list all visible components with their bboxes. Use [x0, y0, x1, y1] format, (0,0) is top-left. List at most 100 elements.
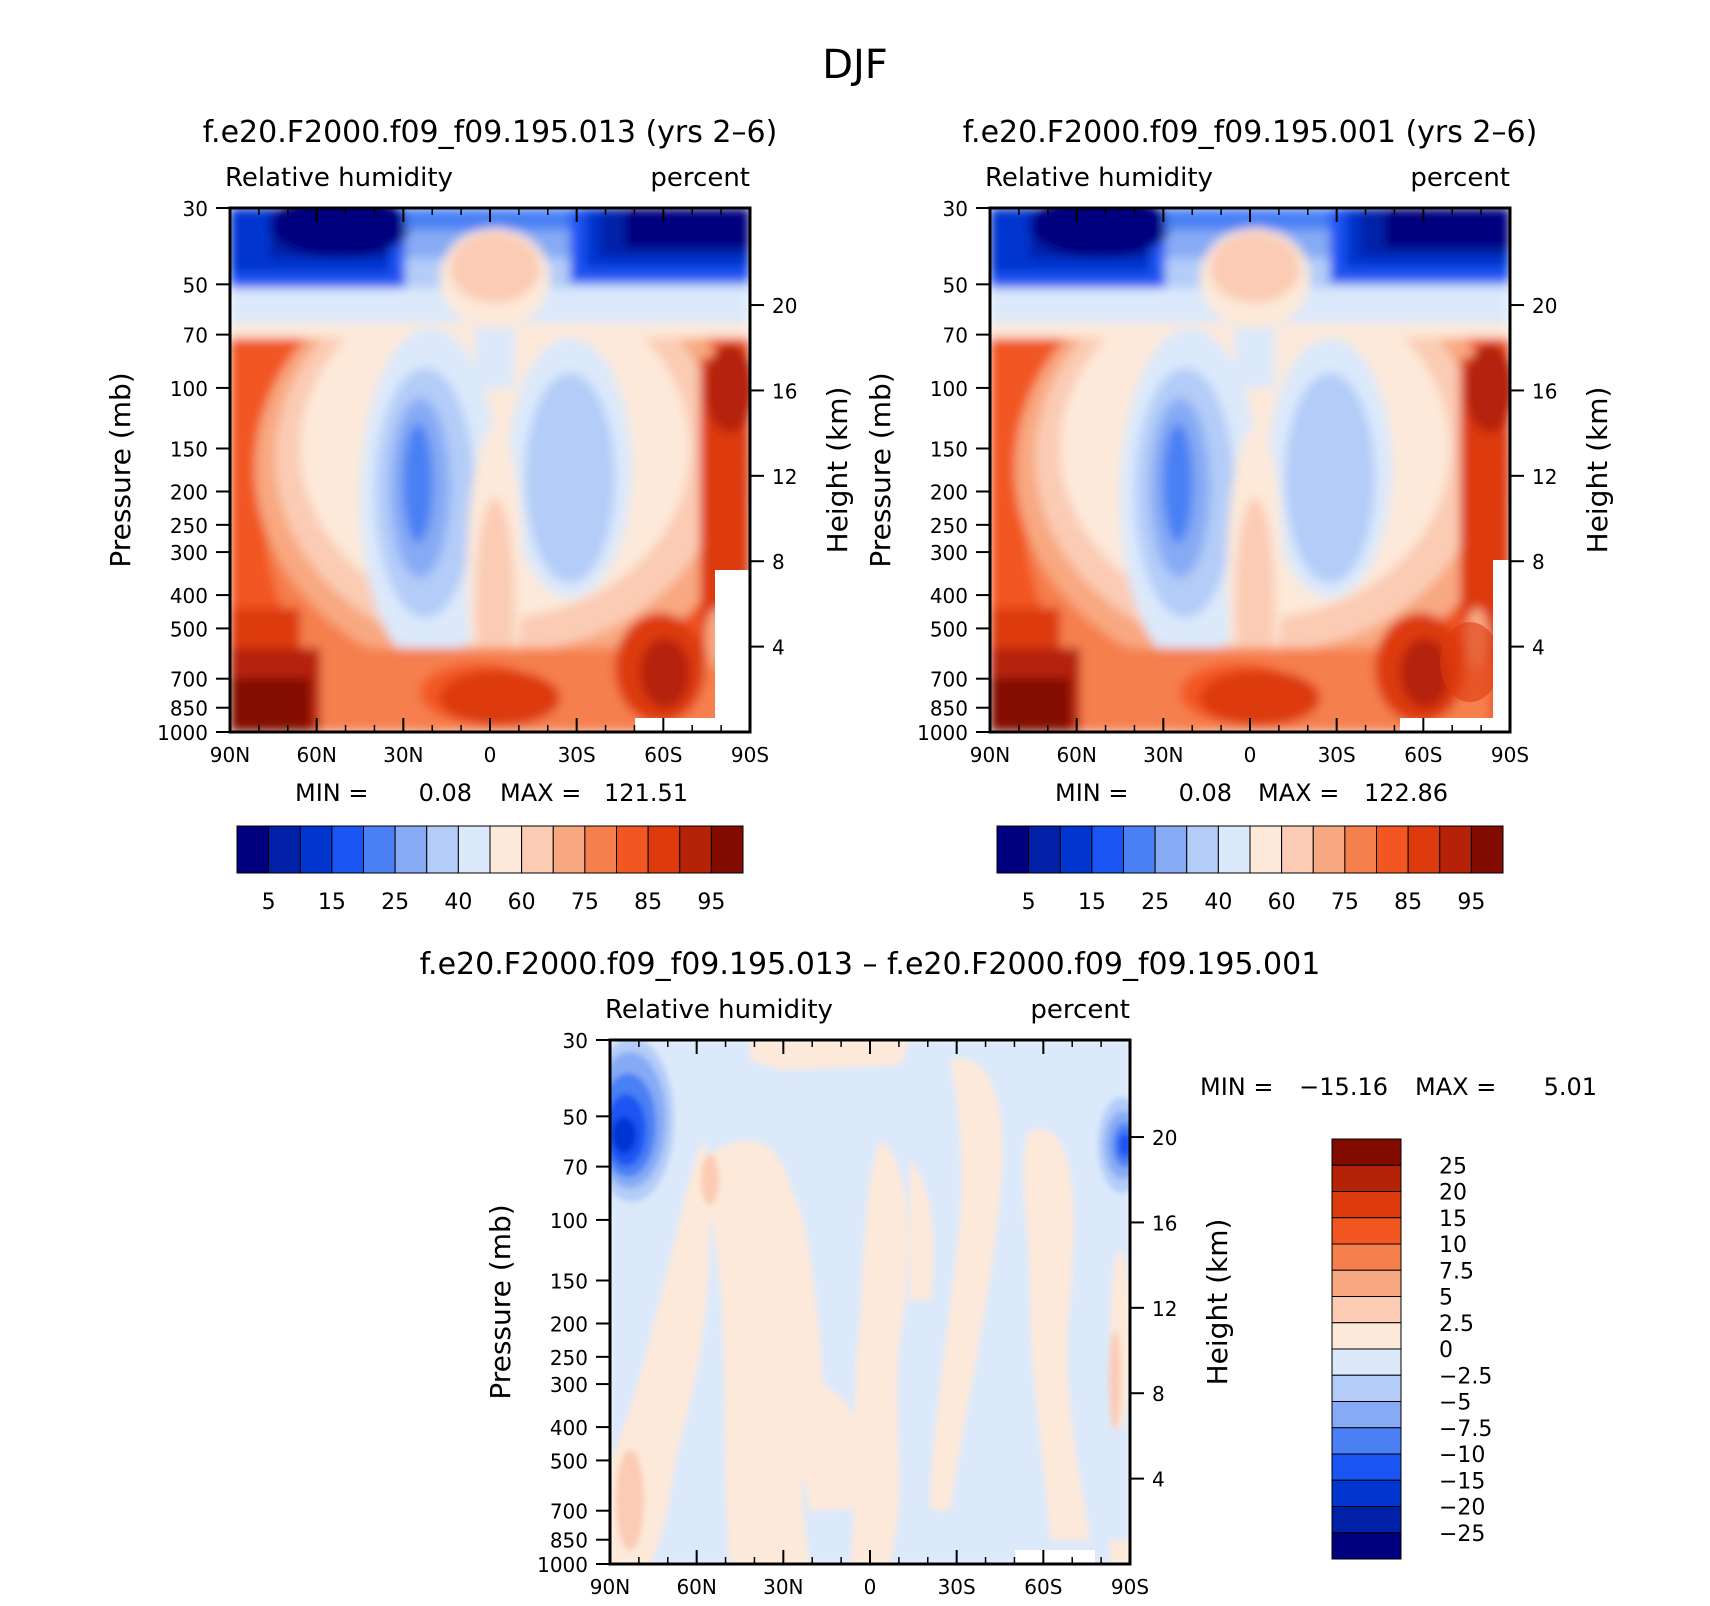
height-tick-label: 4	[772, 636, 785, 660]
pressure-tick-label: 700	[930, 668, 968, 692]
lat-tick-label: 30N	[763, 1575, 803, 1599]
max-label: MAX =	[1415, 1073, 1496, 1101]
panel-title: f.e20.F2000.f09_f09.195.013 (yrs 2–6)	[203, 115, 778, 150]
panel-model-013: f.e20.F2000.f09_f09.195.013 (yrs 2–6) Re…	[104, 115, 854, 915]
pressure-tick-label: 100	[550, 1209, 588, 1233]
pressure-tick-label: 200	[550, 1312, 588, 1336]
colorbar-label: 60	[508, 890, 536, 915]
colorbar-label: 25	[1439, 1154, 1467, 1179]
colorbar-swatch	[1331, 1296, 1402, 1324]
colorbar-swatch	[1331, 1427, 1402, 1455]
colorbar-swatch	[331, 825, 364, 874]
pressure-tick-label: 200	[170, 480, 208, 504]
min-label: MIN =	[1055, 779, 1128, 807]
missing-data-region	[1400, 718, 1510, 732]
pressure-tick-label: 300	[170, 541, 208, 565]
height-tick-label: 16	[1532, 379, 1557, 403]
colorbar-label: 85	[1394, 890, 1422, 915]
lat-tick-label: 30N	[1143, 743, 1183, 767]
pressure-tick-label: 500	[550, 1449, 588, 1473]
colorbar-label: 7.5	[1439, 1259, 1474, 1284]
pressure-tick-label: 700	[170, 668, 208, 692]
pressure-tick-label: 400	[550, 1416, 588, 1440]
missing-data-region	[635, 718, 715, 732]
max-value: 5.01	[1544, 1073, 1597, 1101]
min-label: MIN =	[1200, 1073, 1273, 1101]
colorbar-label: −20	[1439, 1496, 1485, 1521]
colorbar-swatch	[1331, 1453, 1402, 1481]
colorbar-swatch	[1331, 1269, 1402, 1297]
colorbar-swatch	[996, 825, 1030, 874]
contour-plot	[587, 1030, 1146, 1564]
colorbar-label: 40	[1204, 890, 1232, 915]
colorbar-swatch	[1186, 825, 1219, 874]
height-tick-label: 20	[1532, 294, 1557, 318]
pressure-tick-label: 100	[930, 377, 968, 401]
colorbar-swatch	[1028, 825, 1061, 874]
contour-plot	[990, 194, 1510, 732]
min-value: −15.16	[1299, 1073, 1388, 1101]
colorbar-label: 40	[444, 890, 472, 915]
colorbar-swatch	[1331, 1532, 1402, 1560]
lat-tick-label: 0	[864, 1575, 877, 1599]
lat-tick-label: 60N	[1056, 743, 1096, 767]
colorbar-swatch	[1331, 1191, 1402, 1219]
pressure-tick-label: 1000	[537, 1553, 588, 1577]
units-label: percent	[650, 163, 750, 193]
colorbar-swatch	[1331, 1348, 1402, 1376]
max-value: 122.86	[1364, 779, 1448, 807]
height-tick-label: 20	[772, 294, 797, 318]
pressure-tick-label: 70	[563, 1156, 588, 1180]
pressure-tick-label: 850	[170, 697, 208, 721]
units-label: percent	[1410, 163, 1510, 193]
colorbar-label: 10	[1439, 1233, 1467, 1258]
contour-plot	[230, 194, 750, 732]
y-axis-label: Pressure (mb)	[104, 372, 137, 567]
colorbar-swatch	[552, 825, 586, 874]
colorbar-label: −25	[1439, 1522, 1485, 1547]
y-axis-label: Pressure (mb)	[864, 372, 897, 567]
colorbar-label: 25	[1141, 890, 1169, 915]
pressure-tick-label: 200	[930, 480, 968, 504]
colorbar-swatch	[1331, 1401, 1402, 1429]
colorbar-swatch	[1331, 1506, 1402, 1534]
colorbar-swatch	[1123, 825, 1156, 874]
height-tick-label: 4	[1532, 636, 1545, 660]
pressure-tick-label: 400	[170, 584, 208, 608]
colorbar-swatch	[1331, 1164, 1402, 1192]
colorbar-swatch	[1154, 825, 1188, 874]
colorbar-swatch	[647, 825, 681, 874]
lat-tick-label: 90N	[210, 743, 250, 767]
colorbar-swatch	[584, 825, 617, 874]
colorbar-swatch	[679, 825, 712, 874]
lat-tick-label: 90N	[970, 743, 1010, 767]
max-value: 121.51	[604, 779, 688, 807]
height-tick-label: 8	[772, 550, 785, 574]
pressure-tick-label: 100	[170, 377, 208, 401]
lat-tick-label: 60N	[296, 743, 336, 767]
lat-tick-label: 90S	[1111, 1575, 1149, 1599]
height-tick-label: 12	[1152, 1297, 1177, 1321]
lat-tick-label: 0	[484, 743, 497, 767]
lat-tick-label: 30S	[1318, 743, 1356, 767]
pressure-tick-label: 850	[550, 1529, 588, 1553]
panel-model-001: f.e20.F2000.f09_f09.195.001 (yrs 2–6) Re…	[864, 115, 1614, 915]
panel-title: f.e20.F2000.f09_f09.195.001 (yrs 2–6)	[963, 115, 1538, 150]
colorbar-swatch	[1059, 825, 1093, 874]
height-tick-label: 12	[1532, 465, 1557, 489]
height-tick-label: 20	[1152, 1126, 1177, 1150]
colorbar-swatch	[1331, 1217, 1402, 1245]
height-tick-label: 16	[1152, 1211, 1177, 1235]
lat-tick-label: 30S	[938, 1575, 976, 1599]
colorbar-swatch	[1407, 825, 1441, 874]
colorbar-swatch	[1091, 825, 1124, 874]
colorbar-label: 15	[1439, 1207, 1467, 1232]
variable-label: Relative humidity	[985, 163, 1213, 193]
y-axis-label: Pressure (mb)	[484, 1204, 517, 1399]
pressure-tick-label: 30	[183, 197, 208, 221]
pressure-tick-label: 300	[550, 1373, 588, 1397]
lat-tick-label: 60S	[1404, 743, 1442, 767]
colorbar-swatch	[299, 825, 333, 874]
height-tick-label: 16	[772, 379, 797, 403]
